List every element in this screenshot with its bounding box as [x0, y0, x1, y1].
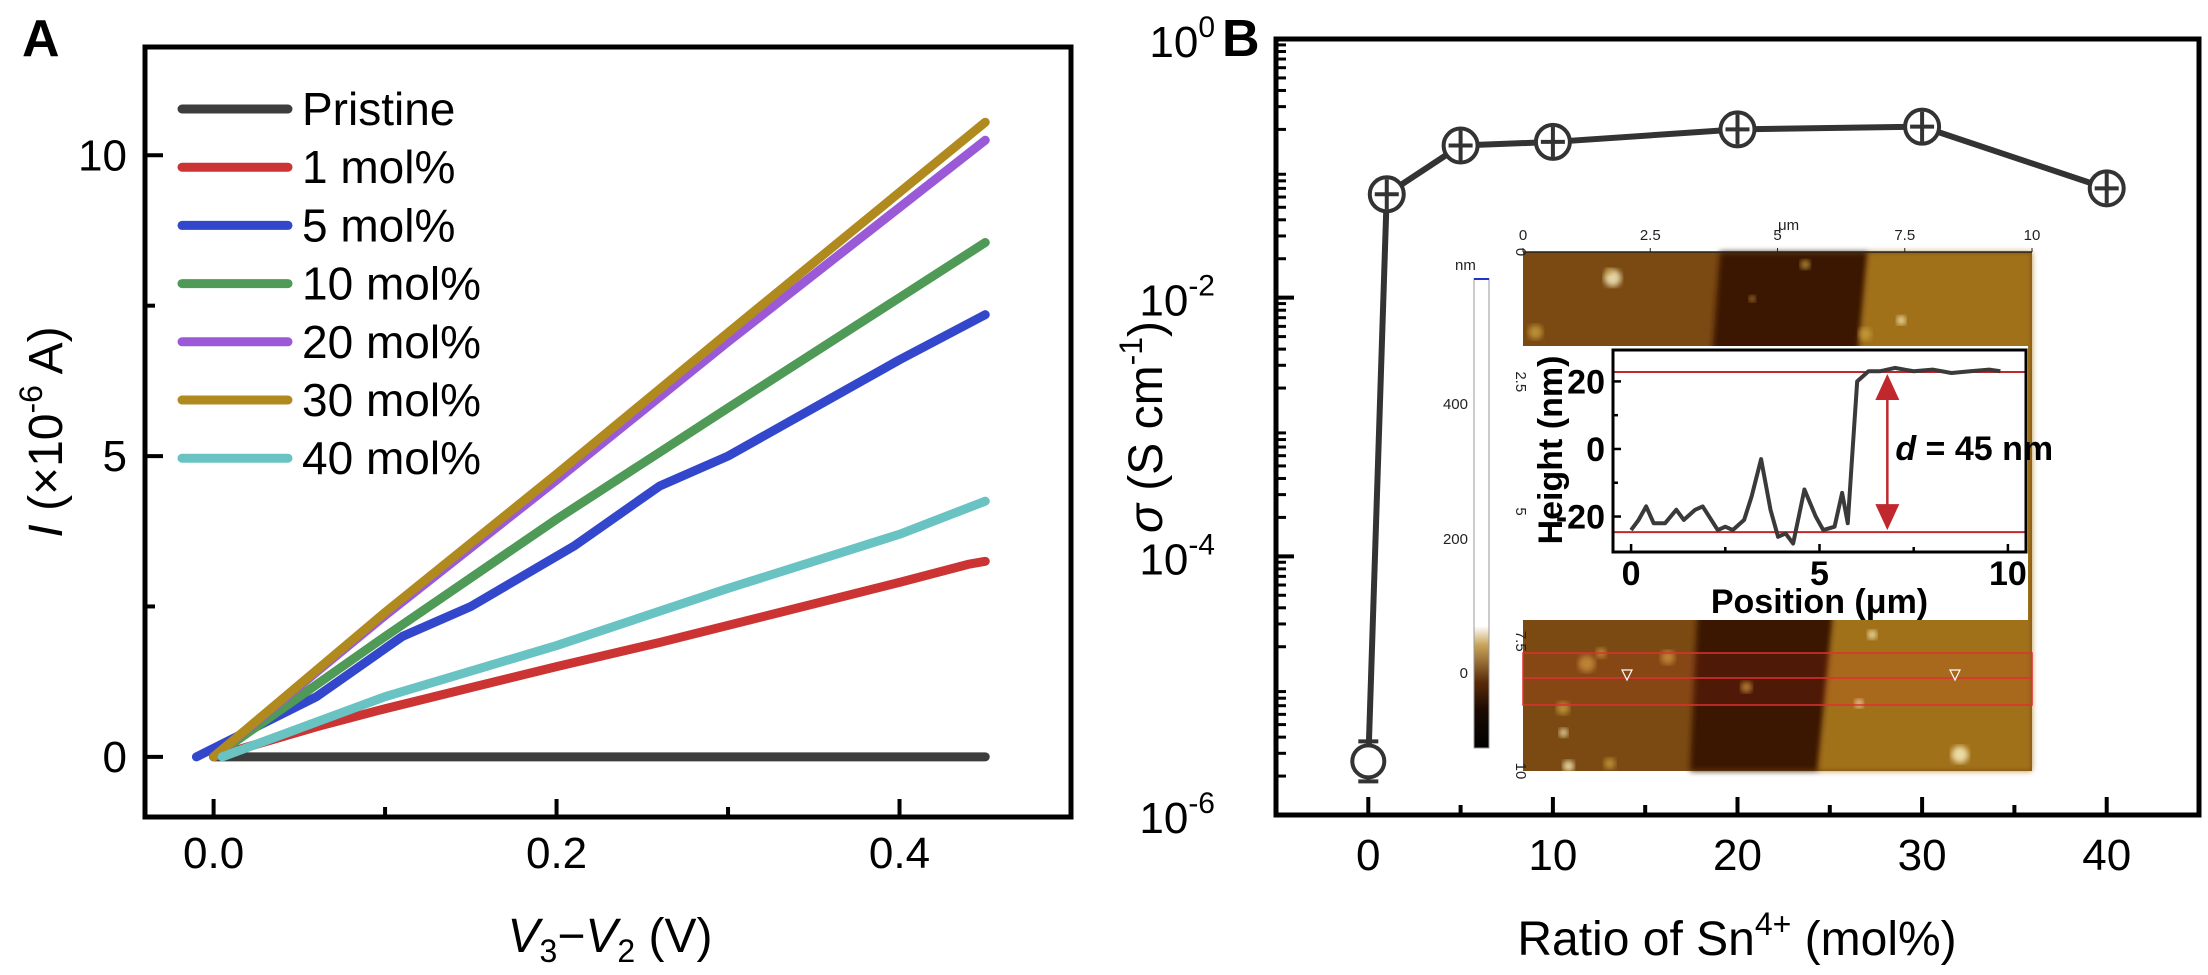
afm-left-tick-label: 7.5: [1512, 631, 1529, 652]
profile-x-tick-label: 0: [1622, 555, 1641, 593]
afm-colorbar: [1473, 278, 1490, 749]
afm-grain: [1800, 259, 1811, 270]
afm-top-tick-label: 5: [1773, 227, 1781, 244]
afm-grain: [1660, 650, 1675, 665]
legend-label: 40 mol%: [302, 432, 481, 484]
afm-profile-background: [1523, 346, 2028, 620]
y-tick-label: 0: [103, 733, 127, 782]
data-point-marker: [1903, 107, 1942, 146]
a-x-axis-label: V3−V2 (V): [508, 910, 713, 969]
legend-label: 5 mol%: [302, 199, 455, 251]
a-series-group: [191, 117, 990, 762]
afm-colorbar-tick: 200: [1443, 531, 1468, 548]
height-profile-line: [1629, 365, 2001, 546]
afm-top-tick-label: 0: [1519, 227, 1527, 244]
data-point-marker: [1718, 110, 1757, 149]
panel-a-chart: 0.0 0.2 0.4 0 5 10 Pristine 1 mol% 5 mol% 10 mol…: [13, 44, 1074, 969]
legend-label: Pristine: [302, 83, 455, 135]
series-line-30mol: [209, 117, 990, 762]
step-height-annotation: d = 45 nm: [1895, 430, 2053, 468]
a-ticks: 0.0 0.2 0.4 0 5 10: [78, 131, 930, 878]
x-tick-label: 20: [1713, 831, 1762, 880]
x-tick-label: 0.2: [526, 829, 587, 878]
afm-grain: [1578, 655, 1596, 673]
panel-label-b: B: [1222, 10, 1260, 68]
afm-colorbar-unit: nm: [1455, 257, 1476, 274]
afm-grain: [1858, 327, 1872, 341]
y-tick-label: 5: [103, 432, 127, 481]
height-profile-inset: d = 45 nm 0 5 10 -20 0 20 Position (μm) Height (…: [1532, 348, 2053, 621]
afm-left-tick-label: 0: [1512, 248, 1529, 256]
legend-label: 20 mol%: [302, 316, 481, 368]
data-point-marker: [1367, 175, 1406, 214]
series-line-40mol: [217, 496, 990, 762]
legend-label: 1 mol%: [302, 141, 455, 193]
x-tick-label: 0: [1356, 831, 1380, 880]
x-tick-label: 30: [1898, 831, 1947, 880]
afm-grain: [1559, 728, 1568, 738]
y-tick-label: 10-2: [1139, 270, 1215, 326]
profile-y-axis-label: Height (nm): [1532, 356, 1570, 545]
profile-y-tick-label: 0: [1586, 431, 1605, 469]
afm-top-tick-label: 2.5: [1640, 227, 1661, 244]
arrow-up-icon: [1875, 373, 1900, 400]
series-line-1mol: [209, 556, 990, 762]
afm-grain: [1528, 324, 1543, 340]
legend-label: 10 mol%: [302, 258, 481, 310]
b-x-axis-label: Ratio of Sn4+ (mol%): [1517, 906, 1956, 966]
a-axes-frame: [142, 44, 1074, 820]
afm-grain: [1604, 757, 1616, 770]
y-tick-label: 10: [78, 131, 127, 180]
afm-colorbar-tick: 0: [1460, 665, 1468, 682]
afm-top-tick-label: 10: [2024, 227, 2041, 244]
x-tick-label: 0.0: [183, 829, 244, 878]
series-line-5mol: [191, 310, 990, 762]
y-tick-label: 10-4: [1139, 528, 1215, 584]
profile-x-tick-label: 5: [1810, 555, 1829, 593]
data-point-marker: [1533, 122, 1572, 161]
data-point-marker: [2087, 169, 2126, 208]
afm-cursor-marker: [1949, 669, 1961, 682]
afm-grain: [1867, 630, 1877, 640]
panel-label-a: A: [22, 10, 60, 68]
afm-left-tick-label: 2.5: [1512, 371, 1529, 392]
data-point-marker: [1441, 126, 1480, 165]
arrow-down-icon: [1875, 504, 1900, 531]
afm-cursor-marker: [1621, 669, 1633, 682]
b-y-axis-label: σ (S cm-1): [1113, 321, 1173, 533]
afm-left-tick-label: 5: [1512, 507, 1529, 515]
afm-left-tick-label: 10: [1512, 763, 1529, 780]
afm-grain: [1748, 295, 1756, 303]
b-markers: [1350, 107, 2126, 784]
legend-label: 30 mol%: [302, 374, 481, 426]
y-tick-label: 10-6: [1139, 787, 1215, 843]
afm-grain: [1896, 315, 1906, 326]
x-tick-label: 40: [2082, 831, 2131, 880]
afm-ticks: 0 2.5 5 7.5 10 0 2.5 5 7.5 10: [1512, 227, 2040, 779]
afm-grain: [1740, 681, 1753, 693]
afm-scan-band: [1522, 652, 2033, 706]
x-tick-label: 10: [1528, 831, 1577, 880]
x-tick-label: 0.4: [869, 829, 930, 878]
y-tick-label: 100: [1149, 11, 1215, 67]
a-y-axis-label: I (×10-6 A): [13, 326, 73, 537]
afm-colorbar-tick: 400: [1443, 396, 1468, 413]
afm-grain: [1562, 760, 1575, 772]
marker-circle: [1350, 743, 1387, 780]
data-point-marker: [1350, 739, 1387, 784]
afm-grain: [1605, 267, 1613, 275]
profile-y-tick-label: -20: [1556, 499, 1605, 537]
profile-y-tick-label: 20: [1567, 363, 1605, 401]
profile-x-axis-label: Position (μm): [1711, 583, 1928, 621]
afm-top-tick-label: 7.5: [1894, 227, 1915, 244]
afm-axis-unit: μm: [1778, 217, 1799, 234]
a-legend: Pristine 1 mol% 5 mol% 10 mol% 20 mol% 30 mol…: [177, 83, 481, 484]
afm-grain: [1951, 746, 1969, 764]
series-line-10mol: [209, 238, 990, 762]
profile-x-tick-label: 10: [1989, 555, 2027, 593]
